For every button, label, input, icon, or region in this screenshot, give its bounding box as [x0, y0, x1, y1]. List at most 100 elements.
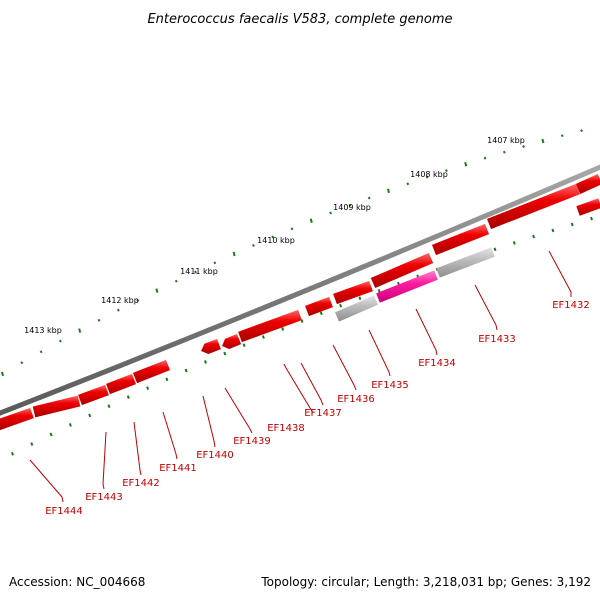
kbp-tick-labels: 1407 kbp 1408 kbp 1409 kbp 1410 kbp 1411 kbp… [24, 136, 525, 335]
gene-tick [184, 368, 188, 373]
gene-leader-line [332, 344, 357, 391]
gene-leader-line [102, 431, 107, 490]
kbp-tick [97, 318, 101, 322]
kbp-tick-label: 1413 kbp [24, 326, 62, 335]
gene-leader-line [283, 363, 314, 414]
kbp-tick [252, 243, 255, 247]
kbp-tick [329, 211, 332, 215]
gene-tick [107, 404, 111, 409]
gene-feature [32, 395, 81, 418]
kbp-tick [174, 279, 178, 283]
gene-feature [238, 309, 302, 343]
gene-feature [333, 280, 373, 305]
gene-leader-line [133, 421, 142, 476]
gene-label: EF1434 [418, 358, 456, 369]
genome-summary: Topology: circular; Length: 3,218,031 bp… [260, 575, 591, 589]
gene-tick [532, 234, 536, 239]
kbp-tick [348, 203, 352, 207]
gene-tick [319, 311, 323, 316]
gene-feature [576, 198, 600, 216]
gene-label-leaders [29, 250, 572, 503]
gene-label: EF1439 [233, 436, 271, 447]
kbp-tick [425, 175, 429, 179]
gene-label: EF1441 [159, 463, 197, 474]
kbp-tick [39, 350, 43, 354]
kbp-tick [213, 261, 217, 265]
kbp-tick [194, 270, 197, 274]
gene-tick [377, 288, 381, 293]
gene-label: EF1433 [478, 334, 516, 345]
gene-tick [146, 386, 150, 390]
gene-tick [261, 335, 265, 339]
gene-feature [376, 270, 438, 303]
kbp-tick-label: 1409 kbp [333, 203, 371, 212]
kbp-tick [1, 371, 4, 377]
kbp-tick [136, 298, 139, 302]
gene-leader-line [415, 308, 438, 356]
gene-feature [132, 359, 171, 384]
kbp-tick [290, 227, 294, 231]
kbp-tick [20, 361, 24, 365]
kbp-tick [78, 328, 82, 333]
gene-tick [570, 222, 574, 227]
gene-tick [551, 228, 555, 233]
kbp-tick [406, 182, 410, 186]
kbp-tick-label: 1411 kbp [180, 267, 218, 276]
gene-tick [358, 296, 362, 300]
gene-feature [431, 223, 490, 256]
gene-label: EF1442 [122, 478, 160, 489]
kbp-tick [541, 138, 545, 144]
gene-feature [78, 384, 109, 406]
gene-feature [305, 296, 333, 317]
gene-feature [106, 373, 136, 395]
gene-tick [165, 377, 169, 382]
kbp-tick [445, 169, 448, 173]
kbp-tick-label: 1408 kbp [410, 170, 448, 179]
gene-leader-line [548, 250, 572, 297]
kbp-tick [116, 308, 120, 312]
gene-label: EF1436 [337, 394, 375, 405]
gene-tick [126, 395, 130, 399]
gene-label: EF1444 [45, 506, 83, 517]
gene-tick [339, 303, 343, 308]
gene-tick [242, 343, 246, 348]
gene-leader-line [224, 387, 253, 434]
kbp-tick [580, 129, 583, 133]
gene-feature [436, 247, 495, 278]
gene-feature [201, 338, 221, 355]
kbp-tick-marks [1, 129, 583, 377]
gene-leader-line [300, 362, 324, 406]
kbp-tick [522, 145, 525, 148]
gene-leader-line [202, 395, 216, 448]
kbp-tick [271, 235, 275, 239]
gene-label: EF1440 [196, 450, 234, 461]
gene-feature [0, 407, 34, 431]
kbp-tick [464, 162, 468, 167]
kbp-tick [483, 156, 487, 160]
gene-label: EF1443 [85, 492, 123, 503]
gene-tick [512, 241, 516, 245]
accession-label: Accession: NC_004668 [9, 575, 145, 589]
kbp-tick-label: 1407 kbp [487, 136, 525, 145]
kbp-tick [59, 339, 62, 343]
kbp-tick [155, 288, 159, 293]
kbp-tick-label: 1412 kbp [101, 296, 139, 305]
gene-tick [223, 351, 227, 356]
gene-leader-line [29, 459, 64, 503]
gene-tick [281, 327, 285, 331]
gene-tick [68, 423, 72, 427]
gene-feature [370, 252, 434, 289]
gene-tick [49, 432, 53, 437]
gene-tick [204, 360, 207, 364]
gene-feature [575, 173, 600, 195]
kbp-tick [309, 218, 313, 223]
gene-leader-line [162, 411, 178, 460]
gene-leader-line [368, 329, 391, 377]
gene-tick [11, 452, 14, 456]
kbp-tick [387, 188, 390, 194]
gene-tick [30, 442, 34, 446]
gene-labels: EF1432 EF1433 EF1434 EF1435 EF1436 EF1437 EF14… [45, 300, 590, 517]
gene-label: EF1438 [267, 423, 305, 434]
gene-tick [590, 216, 593, 221]
